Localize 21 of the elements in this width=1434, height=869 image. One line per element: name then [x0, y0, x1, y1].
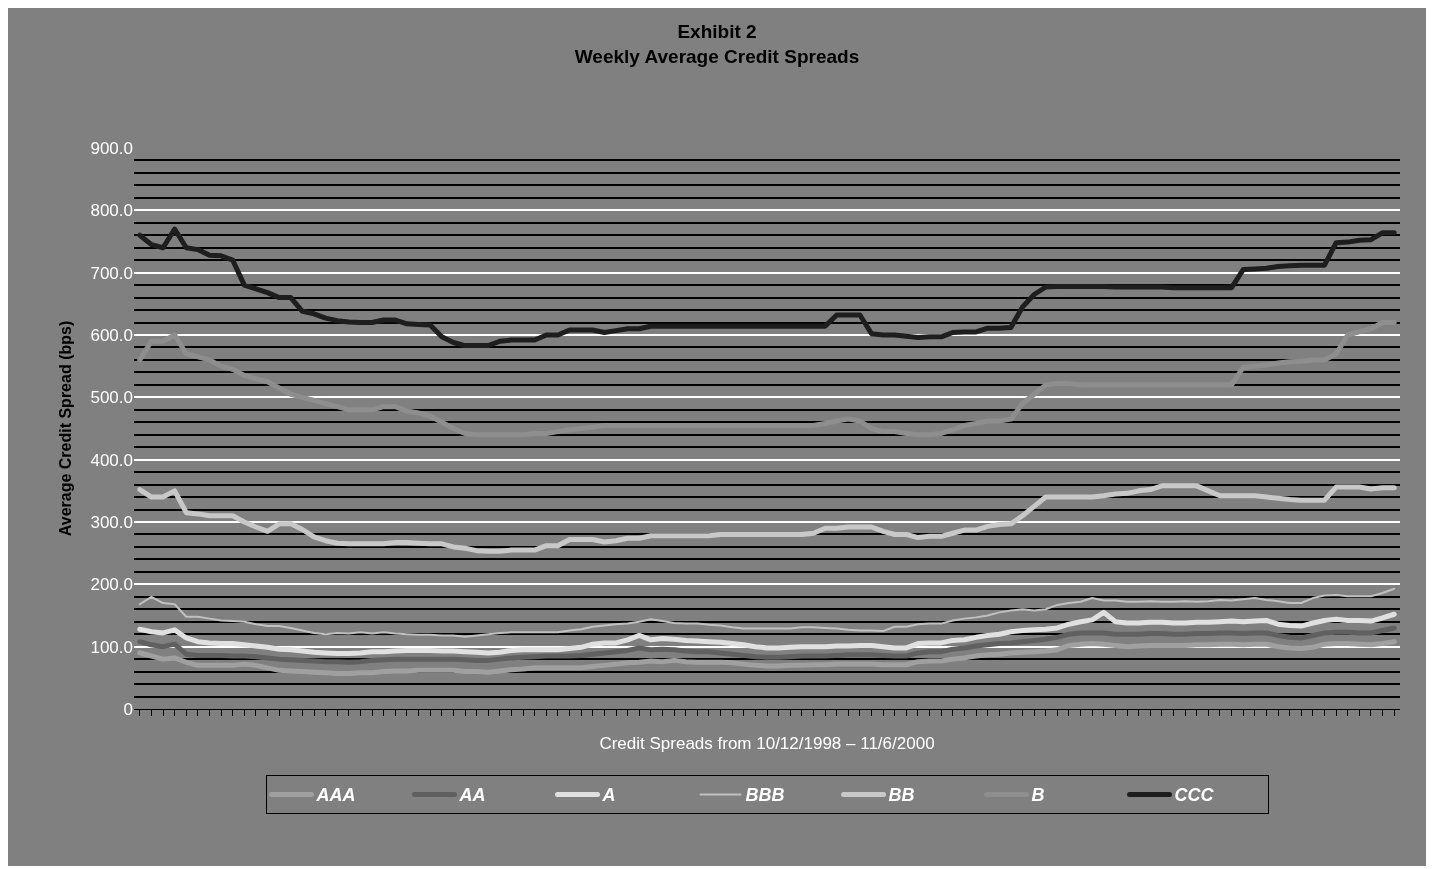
x-axis-title: Credit Spreads from 10/12/1998 – 11/6/2000 — [599, 733, 935, 753]
y-tick-label: 500.0 — [90, 388, 133, 408]
legend-label: BB — [888, 785, 915, 806]
y-tick-label: 900.0 — [90, 138, 133, 158]
chart-title: Exhibit 2 Weekly Average Credit Spreads — [574, 21, 860, 67]
y-tick-label: 400.0 — [90, 450, 133, 470]
y-axis-title: Average Credit Spread (bps) — [57, 320, 75, 537]
legend-label: A — [601, 785, 616, 806]
y-tick-label: 700.0 — [90, 263, 133, 283]
legend-label: B — [1031, 785, 1045, 806]
y-tick-label: 800.0 — [90, 201, 133, 221]
legend-label: AAA — [315, 785, 356, 806]
y-tick-label: 100.0 — [90, 637, 133, 657]
legend-label: AA — [458, 785, 486, 806]
y-tick-label: 200.0 — [90, 575, 133, 595]
legend-label: CCC — [1174, 785, 1215, 806]
line-series — [138, 587, 1396, 638]
legend-label: BBB — [745, 785, 785, 806]
y-tick-label: 600.0 — [90, 325, 133, 345]
y-tick-label: 0 — [123, 699, 133, 719]
y-tick-label: 300.0 — [90, 512, 133, 532]
